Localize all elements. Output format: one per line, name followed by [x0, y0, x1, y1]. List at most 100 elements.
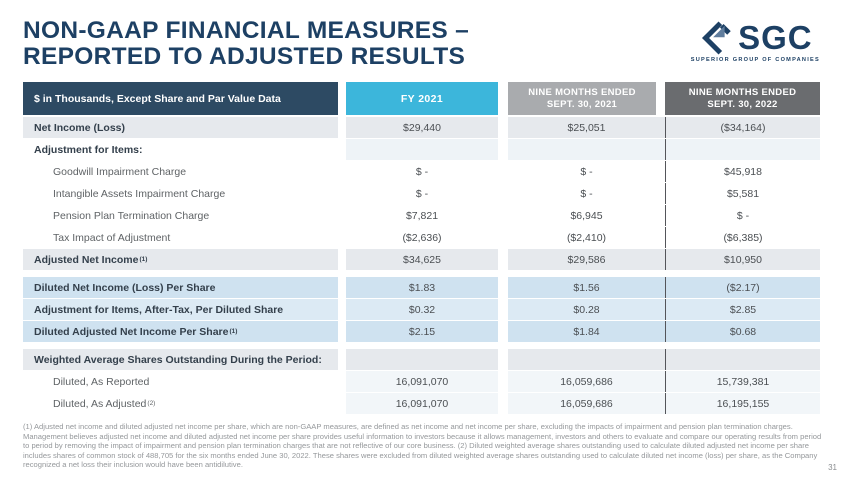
row-label: Diluted, As Reported	[23, 371, 338, 392]
table-row: Weighted Average Shares Outstanding Duri…	[23, 349, 820, 370]
column-header-line1: NINE MONTHS ENDED	[688, 87, 797, 98]
column-header-fy2021: FY 2021	[346, 82, 498, 115]
column-gap	[498, 321, 508, 342]
row-value: $0.68	[665, 321, 820, 342]
column-gap	[498, 249, 508, 270]
page-title-line1: NON-GAAP FINANCIAL MEASURES –	[23, 17, 470, 44]
column-gap	[498, 161, 508, 182]
logo-tagline: SUPERIOR GROUP OF COMPANIES	[690, 57, 820, 63]
row-label: Adjustment for Items, After-Tax, Per Dil…	[23, 299, 338, 320]
page-title: NON-GAAP FINANCIAL MEASURES – REPORTED T…	[23, 18, 469, 70]
row-value: $ -	[415, 165, 429, 178]
row-value: $45,918	[665, 161, 820, 182]
row-value: $25,051	[508, 117, 665, 138]
table-header-row: $ in Thousands, Except Share and Par Val…	[23, 82, 820, 115]
financial-table: $ in Thousands, Except Share and Par Val…	[23, 82, 820, 414]
row-value: $7,821	[405, 209, 439, 222]
column-gap	[656, 82, 665, 115]
column-gap	[338, 371, 346, 392]
row-value	[665, 139, 820, 160]
column-gap	[338, 161, 346, 182]
row-value: ($2.17)	[665, 277, 820, 298]
row-value: $2.15	[346, 321, 498, 342]
row-label: Adjusted Net Income (1)	[23, 249, 338, 270]
column-gap	[338, 249, 346, 270]
slide-header: NON-GAAP FINANCIAL MEASURES – REPORTED T…	[0, 0, 850, 70]
row-label: Goodwill Impairment Charge	[53, 165, 187, 178]
table-row: Intangible Assets Impairment Charge $ - $ …	[23, 183, 820, 204]
column-gap	[498, 117, 508, 138]
table-row: Goodwill Impairment Charge $ - $ - $45,918	[23, 161, 820, 182]
table-row: Tax Impact of Adjustment ($2,636) ($2,410)…	[23, 227, 820, 248]
row-value: $ -	[580, 187, 593, 200]
column-gap	[498, 82, 508, 115]
table-row: Diluted Adjusted Net Income Per Share (1)…	[23, 321, 820, 342]
column-gap	[498, 183, 508, 204]
page-number: 31	[828, 463, 837, 472]
table-row: Diluted Net Income (Loss) Per Share $1.83…	[23, 277, 820, 298]
row-value: 16,059,686	[508, 371, 665, 392]
row-value: $34,625	[346, 249, 498, 270]
row-value: $6,945	[570, 209, 603, 222]
column-gap	[338, 321, 346, 342]
column-gap	[338, 277, 346, 298]
table-row: Pension Plan Termination Charge $7,821 $6,…	[23, 205, 820, 226]
column-header-ninemonths-2022: NINE MONTHS ENDED SEPT. 30, 2022	[665, 82, 820, 115]
column-gap	[338, 299, 346, 320]
footnote-text: (1) Adjusted net income and diluted adju…	[23, 422, 822, 470]
row-label: Diluted Adjusted Net Income Per Share (1)	[23, 321, 338, 342]
row-value: $ -	[665, 205, 820, 226]
sgc-diamond-arrow-icon	[698, 20, 734, 56]
row-value: 16,091,070	[346, 371, 498, 392]
row-value: $ -	[580, 165, 593, 178]
column-gap	[338, 82, 346, 115]
row-label: Tax Impact of Adjustment	[53, 231, 171, 244]
column-header-line2: SEPT. 30, 2022	[707, 98, 778, 110]
column-divider-line	[665, 117, 666, 415]
table-row: Adjustment for Items:	[23, 139, 820, 160]
row-value	[665, 349, 820, 370]
row-value	[346, 349, 498, 370]
row-value: ($2,636)	[402, 231, 442, 244]
row-value	[508, 349, 665, 370]
row-label: Net Income (Loss)	[23, 117, 338, 138]
table-row: Adjustment for Items, After-Tax, Per Dil…	[23, 299, 820, 320]
table-row: Diluted, As Adjusted (2) 16,091,070 16,059,…	[23, 393, 820, 414]
column-gap	[338, 227, 346, 248]
row-label: Pension Plan Termination Charge	[53, 209, 210, 222]
row-value: $29,440	[346, 117, 498, 138]
table-row: Diluted, As Reported 16,091,070 16,059,686…	[23, 371, 820, 392]
column-gap	[338, 117, 346, 138]
row-value: ($6,385)	[665, 227, 820, 248]
table-row: Adjusted Net Income (1) $34,625 $29,586 $10,…	[23, 249, 820, 270]
column-gap	[498, 299, 508, 320]
row-value: ($2,410)	[566, 231, 607, 244]
column-gap	[338, 183, 346, 204]
row-value: ($34,164)	[665, 117, 820, 138]
logo-text: SGC	[738, 19, 813, 56]
column-gap	[498, 371, 508, 392]
column-gap	[338, 349, 346, 370]
row-label: Weighted Average Shares Outstanding Duri…	[23, 349, 338, 370]
column-gap	[498, 139, 508, 160]
row-value: 15,739,381	[665, 371, 820, 392]
table-row: Net Income (Loss) $29,440 $25,051 ($34,164)	[23, 117, 820, 138]
row-value: $29,586	[508, 249, 665, 270]
row-value: 16,091,070	[346, 393, 498, 414]
row-value: $0.28	[508, 299, 665, 320]
row-value: $10,950	[665, 249, 820, 270]
logo-row: SGC	[698, 20, 813, 56]
row-value	[346, 139, 498, 160]
column-gap	[498, 205, 508, 226]
column-gap	[338, 139, 346, 160]
page-title-line2: REPORTED TO ADJUSTED RESULTS	[23, 43, 466, 70]
row-value: $1.84	[508, 321, 665, 342]
column-gap	[498, 277, 508, 298]
column-header-line1: NINE MONTHS ENDED	[528, 87, 636, 98]
column-header-ninemonths-2021: NINE MONTHS ENDED SEPT. 30, 2021	[508, 82, 656, 115]
row-value	[508, 139, 665, 160]
row-label: Intangible Assets Impairment Charge	[53, 187, 226, 200]
row-value: $2.85	[665, 299, 820, 320]
row-value: $0.32	[346, 299, 498, 320]
